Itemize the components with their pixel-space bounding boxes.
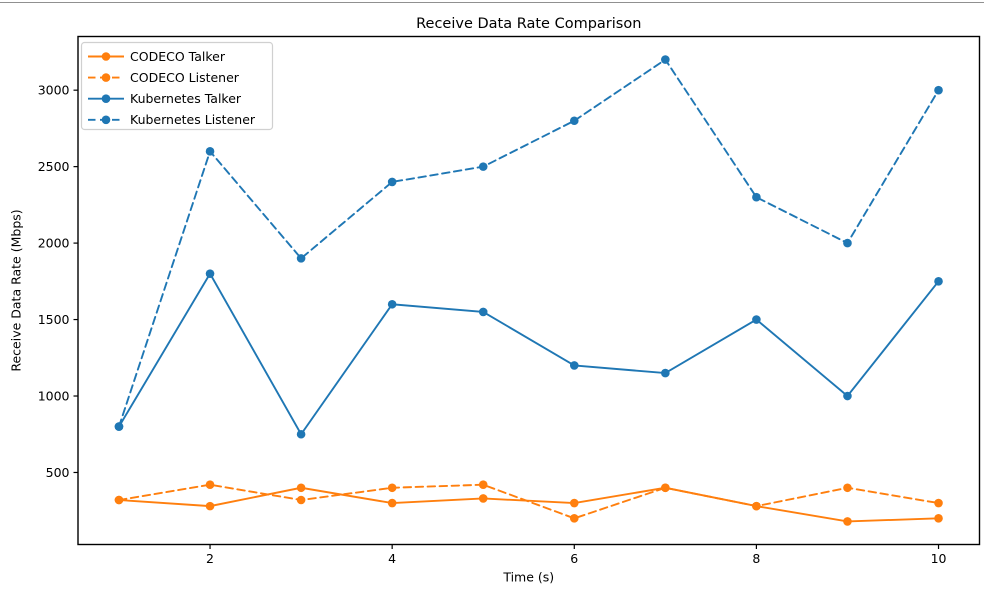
- y-tick-label: 1000: [38, 388, 70, 403]
- data-point-kubernetes-listener: [114, 422, 124, 431]
- y-axis-label: Receive Data Rate (Mbps): [9, 209, 24, 371]
- y-tick-label: 1500: [38, 312, 70, 327]
- data-point-codeco-listener: [661, 483, 670, 493]
- data-point-kubernetes-talker: [843, 391, 852, 401]
- data-point-kubernetes-talker: [752, 315, 761, 324]
- data-point-kubernetes-talker: [661, 368, 670, 378]
- data-point-codeco-talker: [478, 494, 488, 503]
- data-point-kubernetes-talker: [205, 269, 215, 278]
- data-point-codeco-listener: [843, 483, 852, 493]
- legend-label: CODECO Talker: [130, 49, 226, 64]
- series-line-kubernetes-talker: [118, 271, 940, 437]
- data-point-kubernetes-listener: [661, 55, 670, 64]
- data-point-codeco-talker: [843, 517, 852, 526]
- y-tick-label: 3000: [38, 83, 70, 98]
- data-point-codeco-listener: [934, 498, 943, 508]
- axis-ticks: 500 1000 1500 2000 2500 3000 2 4 6 8 10: [38, 83, 947, 566]
- x-axis-label: Time (s): [502, 570, 554, 585]
- data-point-kubernetes-listener: [296, 254, 306, 263]
- data-point-codeco-listener: [114, 495, 124, 505]
- legend-sample-marker: [101, 73, 111, 82]
- data-point-codeco-talker: [296, 483, 306, 493]
- legend: CODECO Talker CODECO Listener Kubernetes T…: [80, 41, 274, 131]
- series-line-codeco-talker: [118, 486, 940, 523]
- data-point-kubernetes-listener: [205, 147, 215, 156]
- series-line-codeco-listener: [118, 483, 940, 520]
- x-tick-label: 6: [570, 551, 578, 566]
- data-point-codeco-talker: [569, 498, 579, 508]
- data-point-codeco-listener: [569, 514, 579, 523]
- data-point-codeco-talker: [934, 514, 943, 523]
- legend-label: Kubernetes Listener: [130, 112, 256, 127]
- data-point-codeco-listener: [387, 483, 397, 493]
- data-point-kubernetes-listener: [843, 238, 852, 248]
- legend-sample-marker: [101, 115, 111, 125]
- x-tick-label: 2: [206, 551, 214, 566]
- data-point-codeco-listener: [205, 480, 215, 490]
- legend-sample-marker: [101, 94, 111, 103]
- chart-title: Receive Data Rate Comparison: [416, 16, 641, 32]
- legend-label: Kubernetes Talker: [130, 91, 242, 106]
- plot-border: [77, 35, 981, 546]
- data-point-codeco-talker: [205, 501, 215, 511]
- legend-label: CODECO Listener: [130, 70, 240, 85]
- data-point-codeco-listener: [752, 501, 761, 511]
- y-tick-label: 500: [46, 465, 70, 480]
- data-point-kubernetes-talker: [569, 361, 579, 370]
- legend-box: [80, 41, 274, 131]
- data-point-kubernetes-talker: [387, 299, 397, 309]
- y-tick-label: 2500: [38, 159, 70, 174]
- data-point-kubernetes-talker: [296, 429, 306, 439]
- data-point-kubernetes-listener: [934, 85, 943, 95]
- y-tick-label: 2000: [38, 235, 70, 250]
- data-point-kubernetes-talker: [478, 307, 488, 317]
- series-lines: [114, 55, 943, 526]
- data-point-codeco-listener: [478, 480, 488, 490]
- legend-sample-marker: [101, 52, 111, 61]
- data-point-codeco-listener: [296, 495, 306, 505]
- legend-item-codeco-listener: CODECO Listener: [88, 70, 240, 85]
- legend-item-kubernetes-talker: Kubernetes Talker: [88, 91, 242, 106]
- data-point-codeco-talker: [387, 498, 397, 508]
- legend-item-codeco-talker: CODECO Talker: [88, 49, 226, 64]
- window-top-edge: [0, 2, 984, 4]
- data-point-kubernetes-listener: [387, 177, 397, 187]
- x-tick-label: 4: [388, 551, 396, 566]
- legend-item-kubernetes-listener: Kubernetes Listener: [88, 112, 256, 127]
- data-point-kubernetes-listener: [569, 116, 579, 126]
- x-tick-label: 8: [752, 551, 760, 566]
- x-tick-label: 10: [931, 551, 947, 566]
- data-point-kubernetes-listener: [752, 192, 761, 202]
- data-point-kubernetes-listener: [478, 162, 488, 171]
- series-line-kubernetes-listener: [118, 58, 940, 428]
- data-point-kubernetes-talker: [934, 277, 943, 286]
